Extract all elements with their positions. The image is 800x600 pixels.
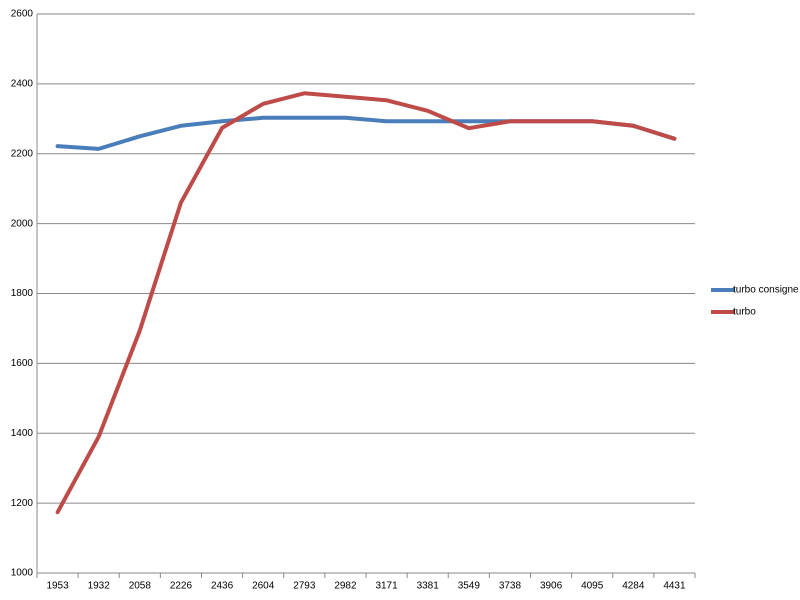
x-tick-label: 2793: [293, 581, 316, 592]
x-tick-label: 3171: [375, 581, 398, 592]
x-tick-label: 3381: [417, 581, 440, 592]
y-tick-label: 2200: [11, 148, 34, 159]
x-tick-label: 3738: [499, 581, 522, 592]
legend-label: turbo consigne: [733, 285, 799, 296]
y-tick-label: 2400: [11, 79, 34, 90]
x-tick-label: 1953: [46, 581, 69, 592]
x-tick-label: 1932: [88, 581, 111, 592]
y-tick-label: 1600: [11, 358, 34, 369]
x-tick-label: 4284: [622, 581, 645, 592]
x-tick-label: 2058: [129, 581, 152, 592]
x-tick-label: 2436: [211, 581, 234, 592]
y-tick-label: 1000: [11, 568, 34, 579]
y-tick-label: 1200: [11, 498, 34, 509]
x-tick-label: 4095: [581, 581, 604, 592]
legend-label: turbo: [733, 307, 756, 318]
x-tick-label: 2982: [334, 581, 357, 592]
x-tick-label: 4431: [663, 581, 686, 592]
series-line: [55, 91, 677, 515]
x-tick-label: 3549: [458, 581, 481, 592]
y-tick-label: 2600: [11, 9, 34, 20]
x-tick-label: 2226: [170, 581, 193, 592]
y-tick-label: 1400: [11, 428, 34, 439]
y-tick-label: 1800: [11, 288, 34, 299]
x-tick-label: 2604: [252, 581, 275, 592]
y-tick-label: 2000: [11, 218, 34, 229]
x-tick-label: 3906: [540, 581, 563, 592]
